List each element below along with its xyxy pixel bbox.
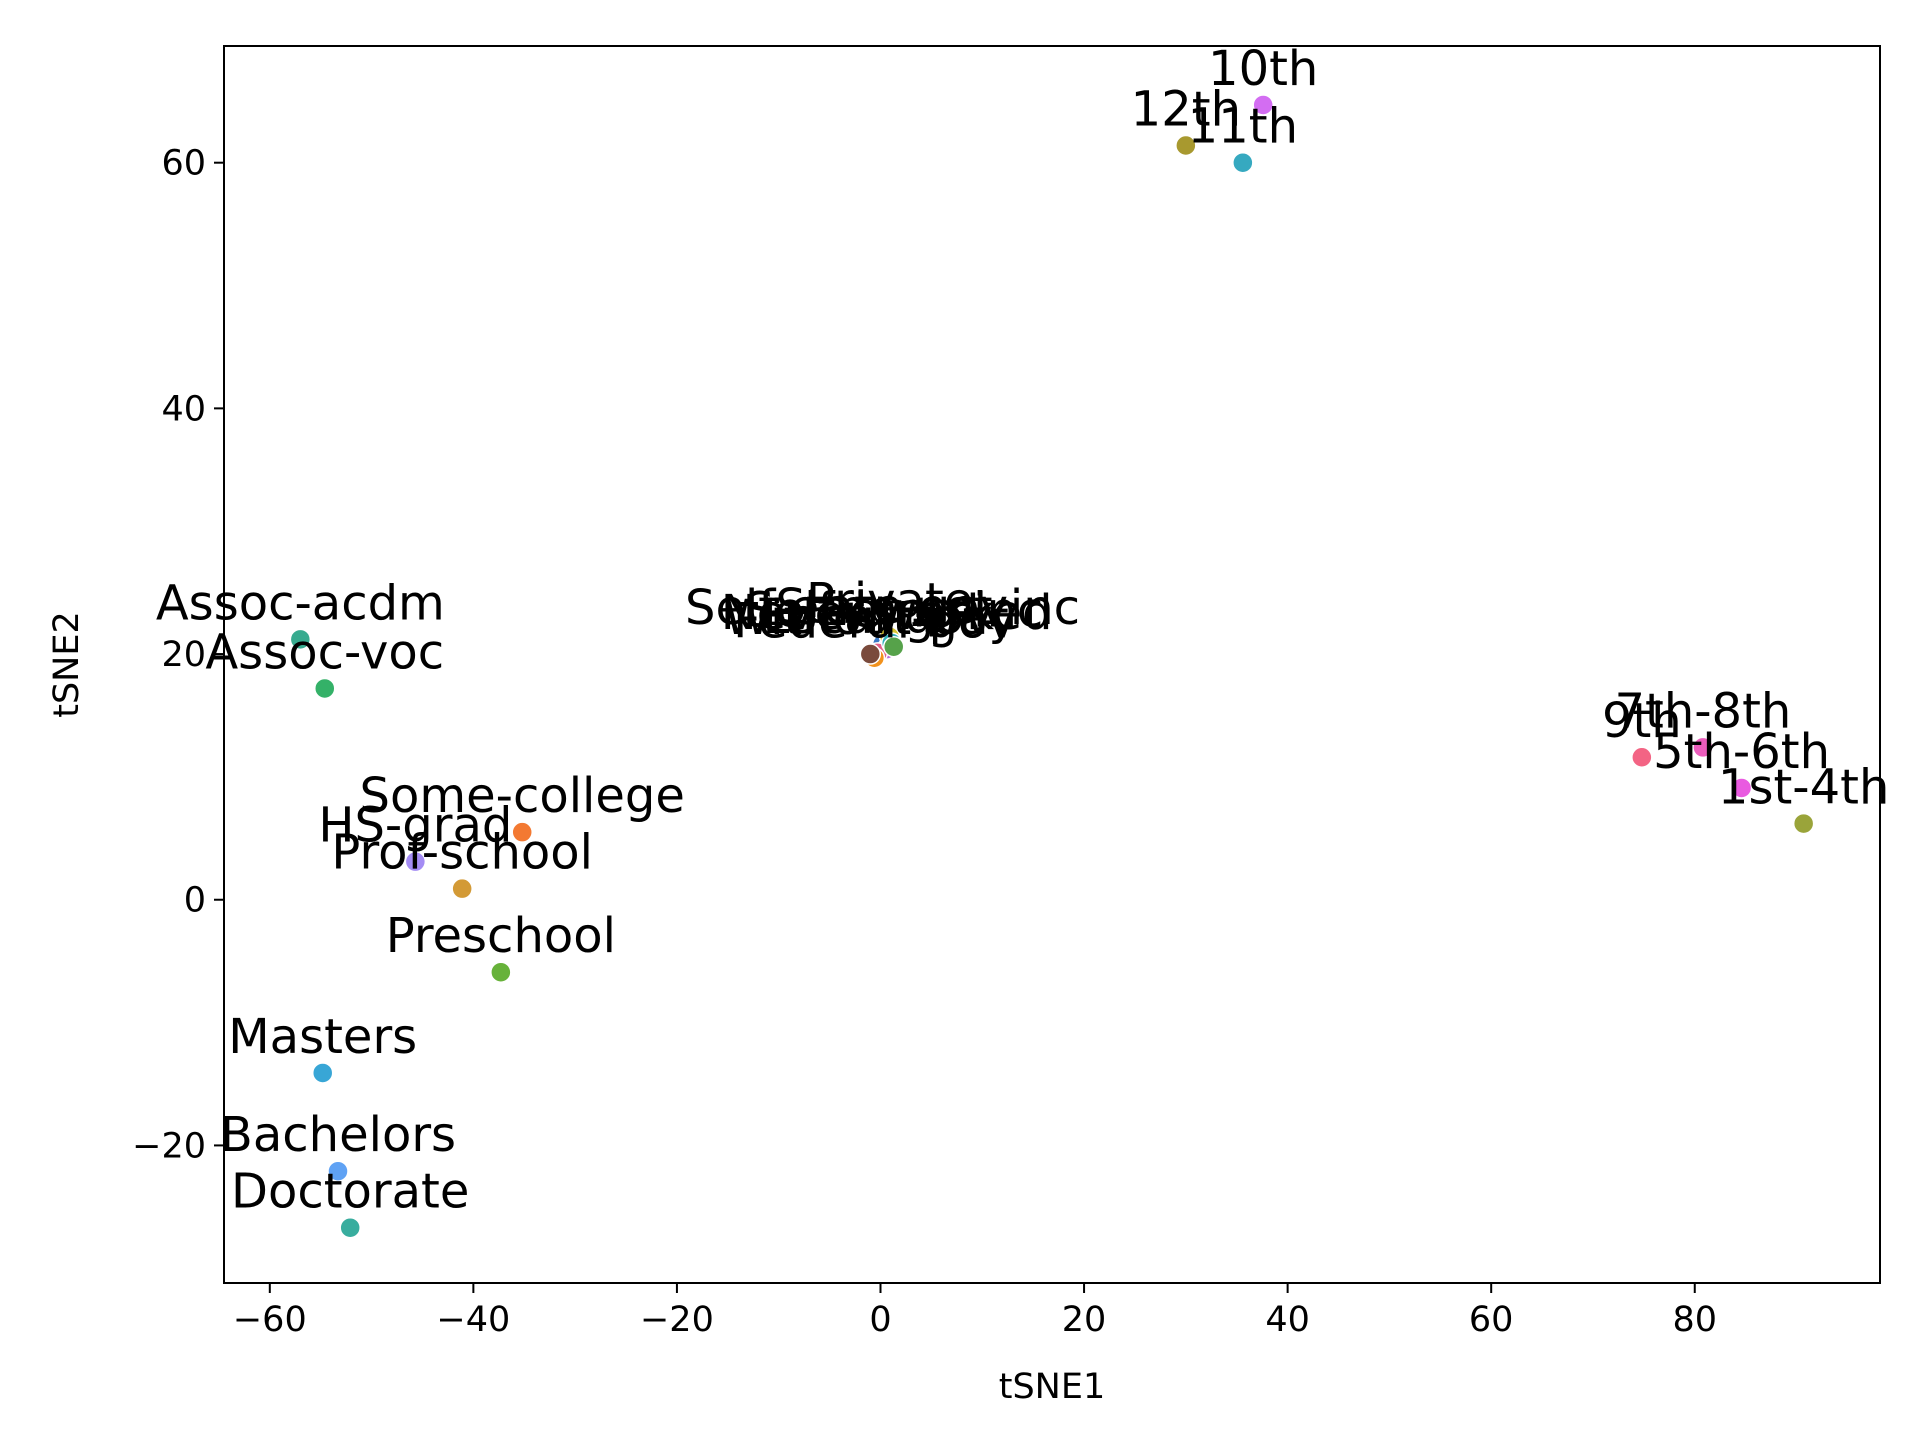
x-tick-label: 0 — [869, 1300, 891, 1340]
point-label: Masters — [228, 1009, 417, 1065]
y-tick-label: 0 — [184, 881, 206, 921]
plot-frame — [223, 45, 1881, 1284]
point-label: 7th-8th — [1614, 683, 1791, 739]
point-label: 5th-6th — [1653, 724, 1830, 780]
x-tick-label: −60 — [233, 1300, 307, 1340]
point-label: Some-college — [360, 768, 685, 824]
scatter-point — [490, 961, 512, 983]
scatter-point — [339, 1216, 361, 1239]
point-label: Federal-gov — [733, 594, 1016, 650]
point-label: Assoc-voc — [205, 624, 444, 680]
point-label: Doctorate — [231, 1164, 469, 1220]
scatter-point — [1792, 812, 1815, 835]
point-label: Local-gov — [762, 589, 992, 645]
point-label: Without-pay — [724, 590, 1017, 646]
point-label: 11th — [1188, 99, 1298, 155]
point-label: Self-emp-inc — [744, 583, 1043, 639]
scatter-point — [1692, 736, 1714, 759]
y-tick-label: 60 — [161, 144, 206, 184]
y-tick-label: −20 — [132, 1126, 206, 1166]
point-label: 1st-4th — [1718, 760, 1889, 816]
point-label: 10th — [1208, 41, 1318, 97]
x-tick-label: 60 — [1469, 1300, 1514, 1340]
scatter-point — [1175, 134, 1197, 157]
y-axis-label: tSNE2 — [47, 611, 87, 718]
point-label: Prof-school — [331, 825, 593, 881]
scatter-point — [311, 1062, 334, 1084]
scatter-point — [859, 643, 882, 665]
scatter-point — [1631, 746, 1653, 768]
tick-layer: −60 −40 −20 0 20 40 60 80 −20 0 20 40 60 — [132, 144, 1717, 1340]
x-axis-label: tSNE1 — [999, 1367, 1106, 1407]
point-label: State-gov — [775, 579, 1008, 635]
x-tick-label: 80 — [1672, 1300, 1717, 1340]
point-label: 9th — [1602, 693, 1682, 749]
x-tick-label: 20 — [1062, 1300, 1107, 1340]
point-label: Assoc-acdm — [156, 575, 445, 631]
scatter-point — [289, 628, 312, 651]
point-label: Private — [806, 573, 973, 629]
scatter-point — [1730, 777, 1753, 799]
scatter-point — [451, 877, 473, 900]
x-tick-label: 40 — [1265, 1300, 1310, 1340]
scatter-point — [1252, 94, 1274, 116]
point-label: 12th — [1131, 82, 1241, 138]
scatter-point — [404, 850, 427, 873]
point-label: Preschool — [386, 908, 616, 964]
point-layer — [289, 94, 1815, 1239]
scatter-point — [511, 821, 533, 843]
y-tick-label: 40 — [161, 389, 206, 429]
scatter-point — [327, 1160, 349, 1182]
x-tick-label: −40 — [436, 1300, 510, 1340]
point-label: Never-worked — [721, 585, 1053, 641]
scatter-point — [1232, 151, 1254, 174]
point-label: Bachelors — [220, 1107, 456, 1163]
x-tick-label: −20 — [640, 1300, 714, 1340]
scatter-point — [882, 635, 905, 658]
scatter-point — [314, 677, 336, 700]
point-label: HS-grad — [318, 798, 512, 854]
point-label: Self-emp-not-inc — [685, 580, 1080, 636]
y-tick-label: 20 — [161, 635, 206, 675]
